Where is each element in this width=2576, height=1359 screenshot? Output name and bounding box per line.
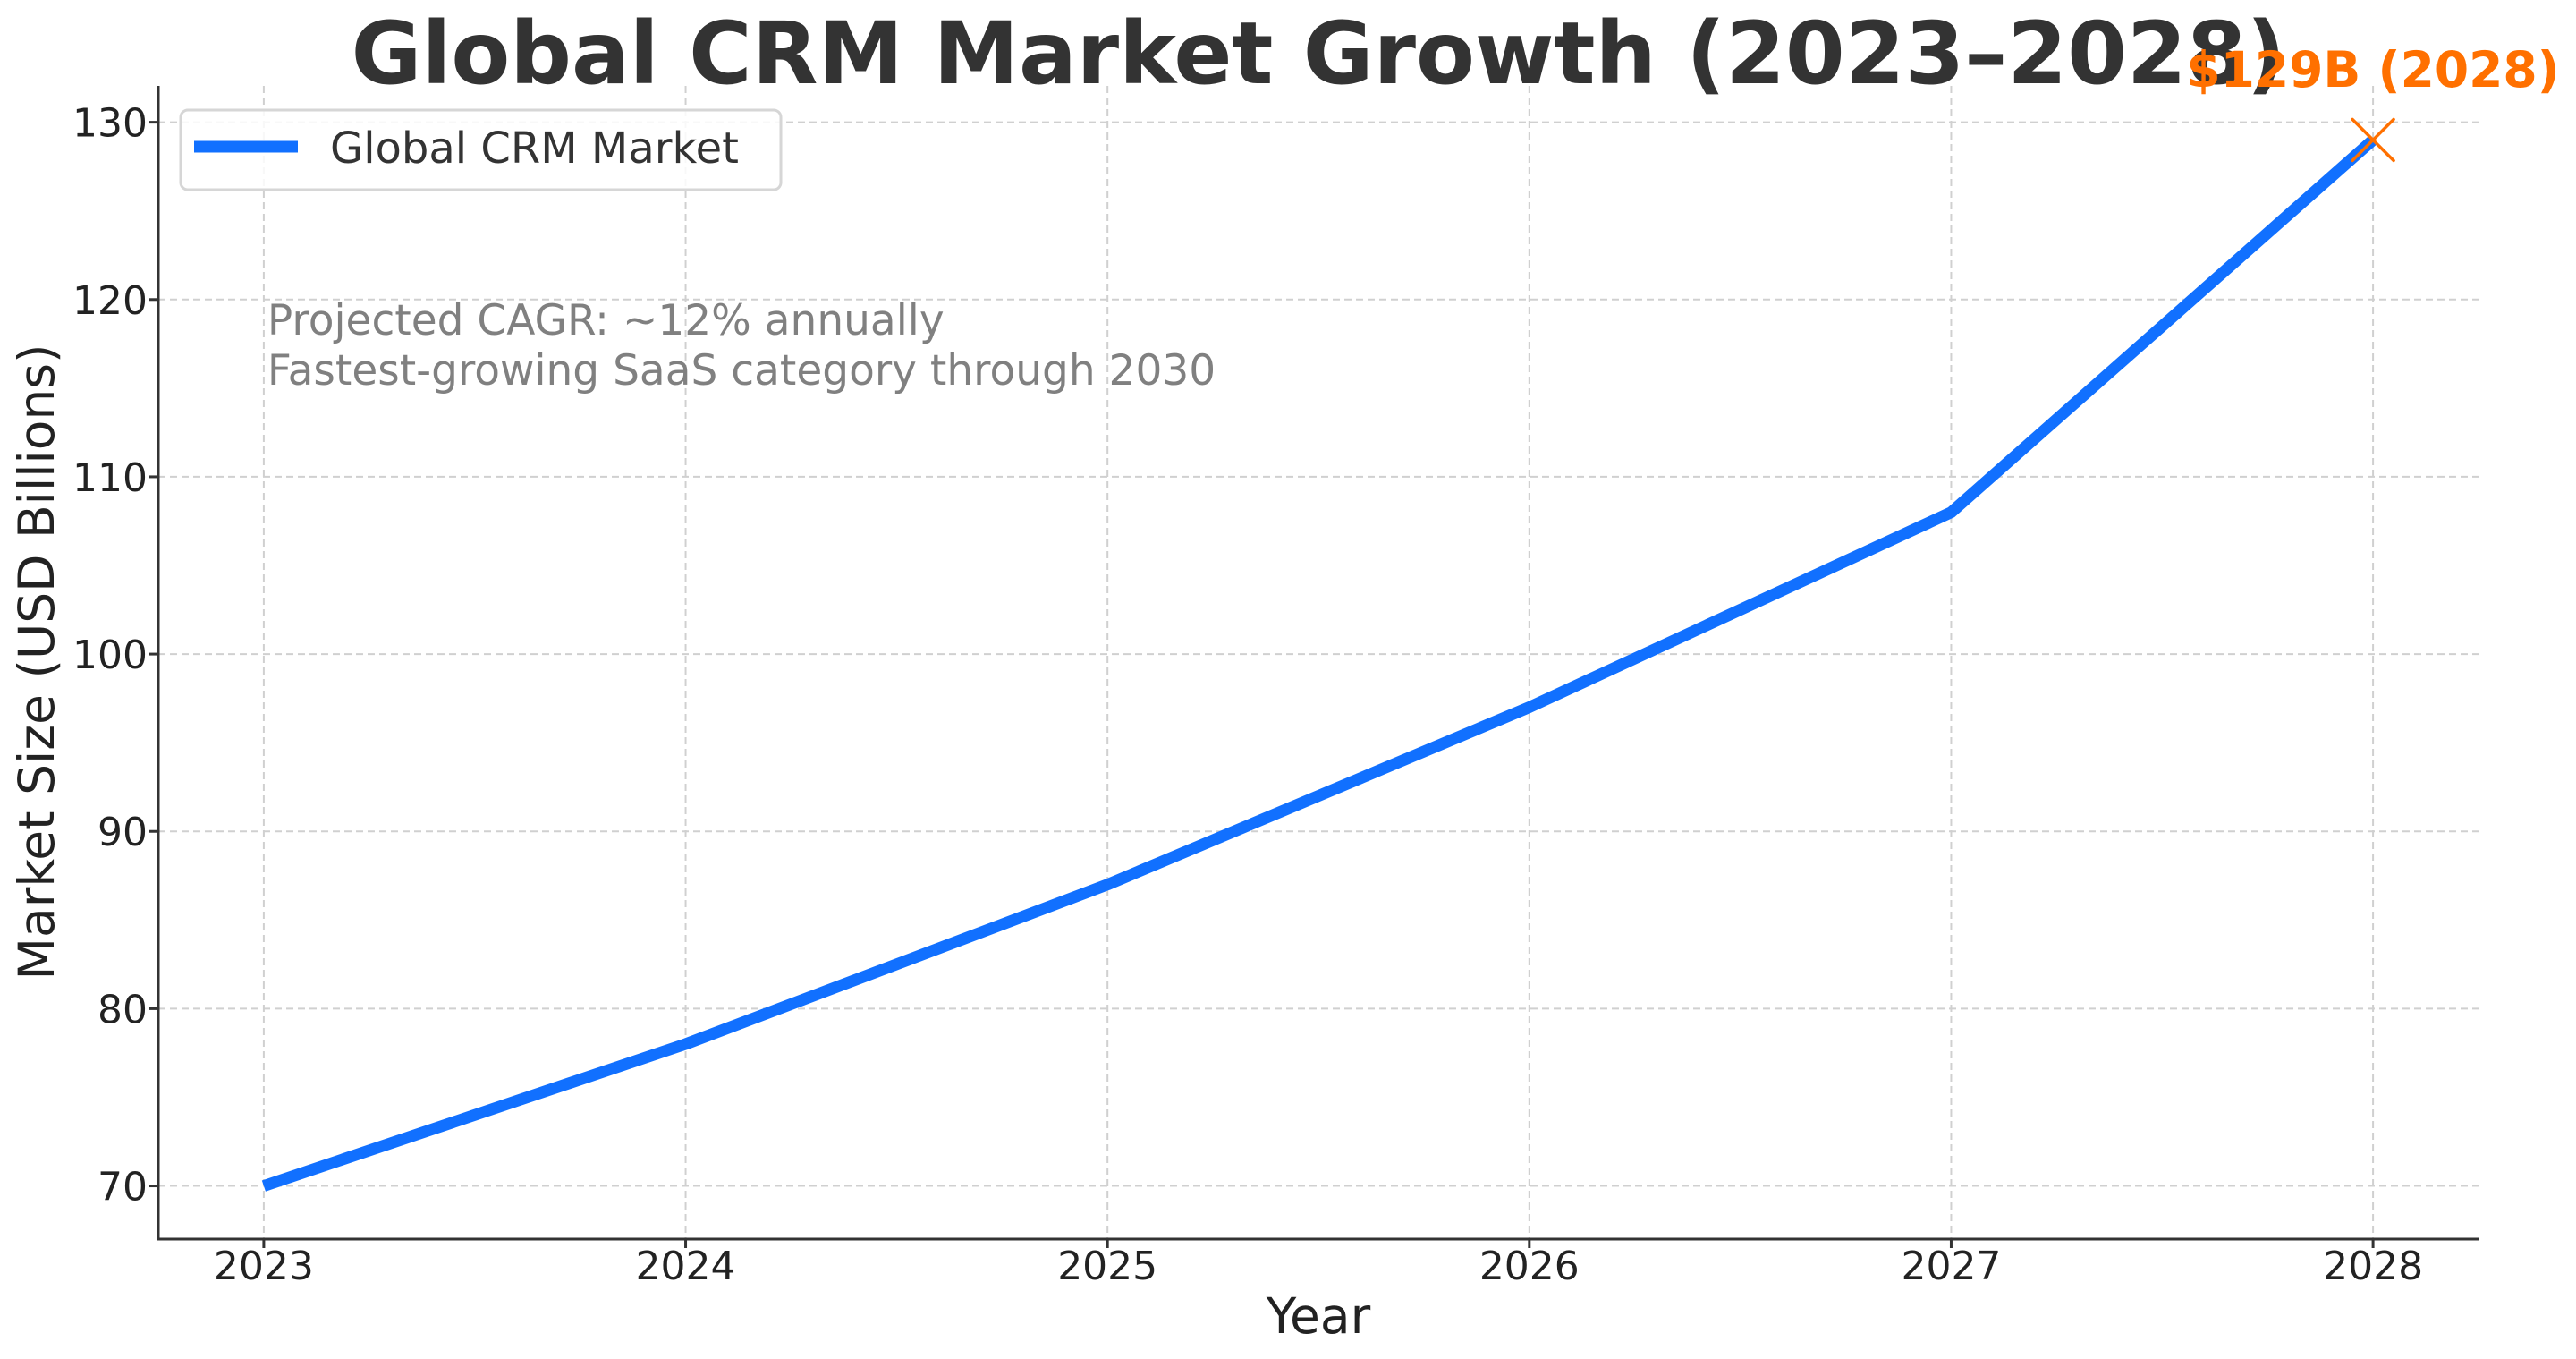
y-tick-label: 70 <box>97 1165 148 1210</box>
x-tick-label: 2026 <box>1479 1244 1580 1289</box>
callout-label: $129B (2028) <box>2186 41 2560 98</box>
legend-label: Global CRM Market <box>330 123 739 174</box>
y-tick-label: 90 <box>97 810 148 855</box>
annotation-line: Fastest-growing SaaS category through 20… <box>267 346 1216 395</box>
y-tick-label: 80 <box>97 987 148 1032</box>
grid-layer <box>158 86 2479 1239</box>
axes-layer: 2023 2024 2025 2026 2027 2028 70 80 90 100 110 120 1… <box>72 86 2479 1289</box>
x-tick-label: 2024 <box>636 1244 736 1289</box>
y-tick-label: 130 <box>72 101 148 147</box>
y-tick-label: 100 <box>72 633 148 678</box>
x-axis-label: Year <box>1266 1287 1371 1345</box>
chart-title: Global CRM Market Growth (2023–2028) <box>352 4 2286 104</box>
x-tick-label: 2025 <box>1057 1244 1157 1289</box>
marker-layer <box>2351 117 2395 163</box>
legend-box <box>179 108 783 191</box>
x-tick-label: 2027 <box>1901 1244 2001 1289</box>
x-tick-label: 2023 <box>214 1244 314 1289</box>
x-tick-label: 2028 <box>2323 1244 2423 1289</box>
x-marker-icon <box>2351 117 2395 163</box>
x-marker-stroke <box>2351 117 2395 163</box>
annotation-line: Projected CAGR: ~12% annually <box>267 296 945 345</box>
legend: Global CRM Market <box>179 108 783 191</box>
series-line-0 <box>261 135 2377 1192</box>
series-layer <box>261 135 2377 1192</box>
annotation-note: Projected CAGR: ~12% annuallyFastest-gro… <box>267 296 1216 395</box>
y-tick-label: 110 <box>72 455 148 501</box>
y-tick-label: 120 <box>72 278 148 324</box>
y-axis-label: Market Size (USD Billions) <box>8 344 65 981</box>
